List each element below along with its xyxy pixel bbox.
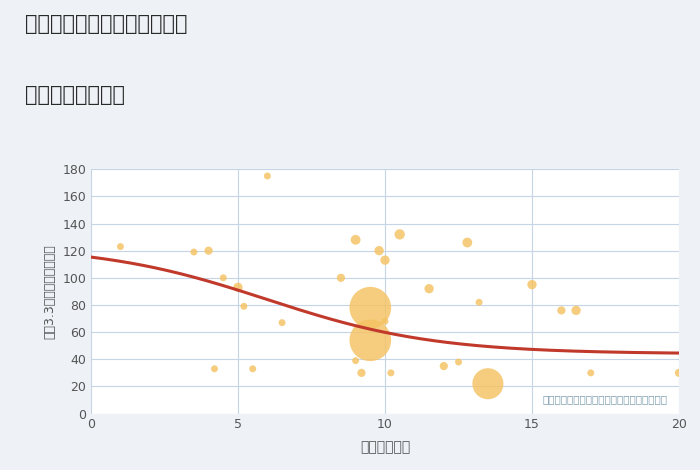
Point [473, 298, 484, 306]
Point [203, 247, 214, 254]
Point [585, 369, 596, 376]
Point [232, 283, 244, 291]
Point [673, 369, 685, 376]
Point [335, 274, 346, 282]
Point [247, 365, 258, 373]
Point [350, 357, 361, 364]
Point [262, 172, 273, 180]
Point [238, 303, 249, 310]
Point [276, 319, 288, 326]
Point [385, 369, 396, 376]
Point [379, 257, 391, 264]
Point [188, 248, 199, 256]
Point [482, 380, 493, 387]
Point [365, 337, 376, 344]
X-axis label: 駅距離（分）: 駅距離（分） [360, 440, 410, 454]
Point [365, 304, 376, 312]
Point [356, 369, 367, 376]
Point [374, 247, 385, 254]
Point [350, 236, 361, 243]
Point [115, 243, 126, 251]
Point [438, 362, 449, 370]
Text: 神奈川県横浜市南区日枝町の: 神奈川県横浜市南区日枝町の [25, 14, 187, 34]
Point [453, 358, 464, 366]
Text: 円の大きさは、取引のあった物件面積を示す: 円の大きさは、取引のあった物件面積を示す [542, 394, 667, 404]
Point [424, 285, 435, 292]
Y-axis label: 坪（3.3㎡）単価（万円）: 坪（3.3㎡）単価（万円） [43, 244, 57, 339]
Text: 駅距離別土地価格: 駅距離別土地価格 [25, 85, 125, 105]
Point [218, 274, 229, 282]
Point [462, 239, 473, 246]
Point [526, 281, 538, 289]
Point [379, 318, 391, 325]
Point [556, 306, 567, 314]
Point [570, 306, 582, 314]
Point [209, 365, 220, 373]
Point [394, 231, 405, 238]
